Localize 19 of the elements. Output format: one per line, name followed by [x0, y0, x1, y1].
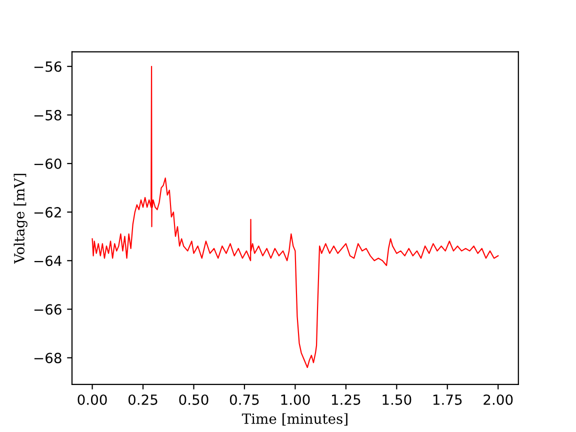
y-tick-label: −68	[34, 352, 62, 364]
x-tick-label: 1.75	[433, 394, 462, 405]
y-tick-label: −66	[34, 304, 62, 315]
x-tick-label: 0.25	[128, 394, 158, 405]
x-tick-label: 0.50	[179, 394, 208, 405]
y-tick-label: −60	[34, 158, 62, 170]
x-tick-label: 2.00	[484, 394, 513, 405]
y-tick-label: −58	[34, 110, 62, 120]
x-tick-label: 0.75	[230, 394, 259, 405]
x-axis-title: Time [minutes]	[242, 413, 348, 426]
x-tick-label: 0.00	[78, 394, 107, 405]
y-axis-title: Voltage [mV]	[14, 174, 28, 264]
line-series	[92, 66, 499, 368]
y-tick-label: −56	[34, 61, 62, 72]
x-tick-label: 1.00	[281, 394, 310, 405]
x-tick-label: 1.25	[332, 394, 360, 405]
y-tick-label: −62	[34, 207, 61, 218]
y-tick-label: −64	[34, 256, 62, 266]
x-tick-label: 1.50	[382, 394, 412, 405]
